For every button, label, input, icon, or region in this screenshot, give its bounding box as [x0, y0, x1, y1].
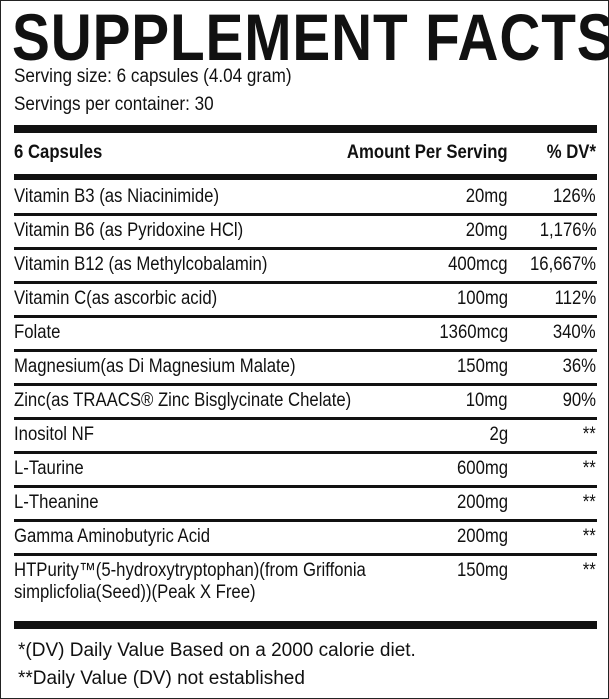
header-capsules: 6 Capsules — [14, 142, 103, 163]
daily-value: 16,667% — [529, 254, 596, 275]
amount: 600mg — [456, 458, 508, 479]
daily-value: 36% — [562, 356, 596, 377]
servings-per-container: Servings per container: 30 — [14, 94, 214, 115]
amount: 10mg — [466, 390, 508, 411]
table-row: HTPurity™(5-hydroxytryptophan)(from Grif… — [14, 556, 597, 606]
daily-value: ** — [582, 492, 596, 513]
amount: 100mg — [456, 288, 508, 309]
amount: 150mg — [456, 560, 508, 581]
nutrient-name: L-Theanine — [14, 492, 99, 513]
nutrient-name: Gamma Aminobutyric Acid — [14, 526, 211, 547]
page-title: SUPPLEMENT FACTS — [12, 0, 609, 74]
nutrient-name: Vitamin B6 (as Pyridoxine HCl) — [14, 220, 244, 241]
nutrient-name: Vitamin C(as ascorbic acid) — [14, 288, 218, 309]
divider — [14, 621, 597, 629]
divider — [14, 174, 597, 180]
nutrient-name: Vitamin B3 (as Niacinimide) — [14, 186, 220, 207]
daily-value: ** — [582, 560, 596, 581]
daily-value: 340% — [553, 322, 596, 343]
daily-value: 90% — [562, 390, 596, 411]
amount: 400mcg — [448, 254, 508, 275]
table-row: L-Theanine 200mg ** — [14, 488, 597, 522]
nutrient-name: L-Taurine — [14, 458, 84, 479]
nutrient-name: Vitamin B12 (as Methylcobalamin) — [14, 254, 268, 275]
daily-value: 126% — [553, 186, 596, 207]
table-row: Inositol NF 2g ** — [14, 420, 597, 454]
amount: 2g — [489, 424, 508, 445]
amount: 20mg — [466, 186, 508, 207]
serving-size: Serving size: 6 capsules (4.04 gram) — [14, 66, 292, 87]
footnote-dv: *(DV) Daily Value Based on a 2000 calori… — [18, 640, 416, 661]
amount: 150mg — [456, 356, 508, 377]
table-row: Vitamin B3 (as Niacinimide) 20mg 126% — [14, 182, 597, 216]
amount: 200mg — [456, 492, 508, 513]
daily-value: 112% — [554, 288, 596, 309]
divider — [14, 125, 597, 133]
amount: 1360mcg — [439, 322, 508, 343]
table-row: L-Taurine 600mg ** — [14, 454, 597, 488]
nutrient-name: Zinc(as TRAACS® Zinc Bisglycinate Chelat… — [14, 390, 352, 411]
header-amount: Amount Per Serving — [347, 142, 508, 163]
table-row: Folate 1360mcg 340% — [14, 318, 597, 352]
table-row: Gamma Aminobutyric Acid 200mg ** — [14, 522, 597, 556]
nutrient-name: Magnesium(as Di Magnesium Malate) — [14, 356, 296, 377]
header-dv: % DV* — [546, 142, 596, 163]
table-row: Vitamin B6 (as Pyridoxine HCl) 20mg 1,176% — [14, 216, 597, 250]
table-row: Vitamin C(as ascorbic acid) 100mg 112% — [14, 284, 597, 318]
daily-value: ** — [582, 424, 596, 445]
daily-value: ** — [582, 526, 596, 547]
nutrient-name-cont: simplicfolia(Seed))(Peak X Free) — [14, 582, 256, 603]
table-row: Vitamin B12 (as Methylcobalamin) 400mcg 16… — [14, 250, 597, 284]
table-row: Zinc(as TRAACS® Zinc Bisglycinate Chelat… — [14, 386, 597, 420]
table-row: Magnesium(as Di Magnesium Malate) 150mg 36… — [14, 352, 597, 386]
table-header: 6 Capsules Amount Per Serving % DV* — [14, 142, 597, 166]
footnote-not-established: **Daily Value (DV) not established — [18, 668, 305, 689]
nutrient-name: Inositol NF — [14, 424, 94, 445]
daily-value: ** — [582, 458, 596, 479]
nutrient-name: Folate — [14, 322, 61, 343]
nutrient-name: HTPurity™(5-hydroxytryptophan)(from Grif… — [14, 560, 366, 581]
amount: 20mg — [466, 220, 508, 241]
amount: 200mg — [456, 526, 508, 547]
daily-value: 1,176% — [539, 220, 596, 241]
